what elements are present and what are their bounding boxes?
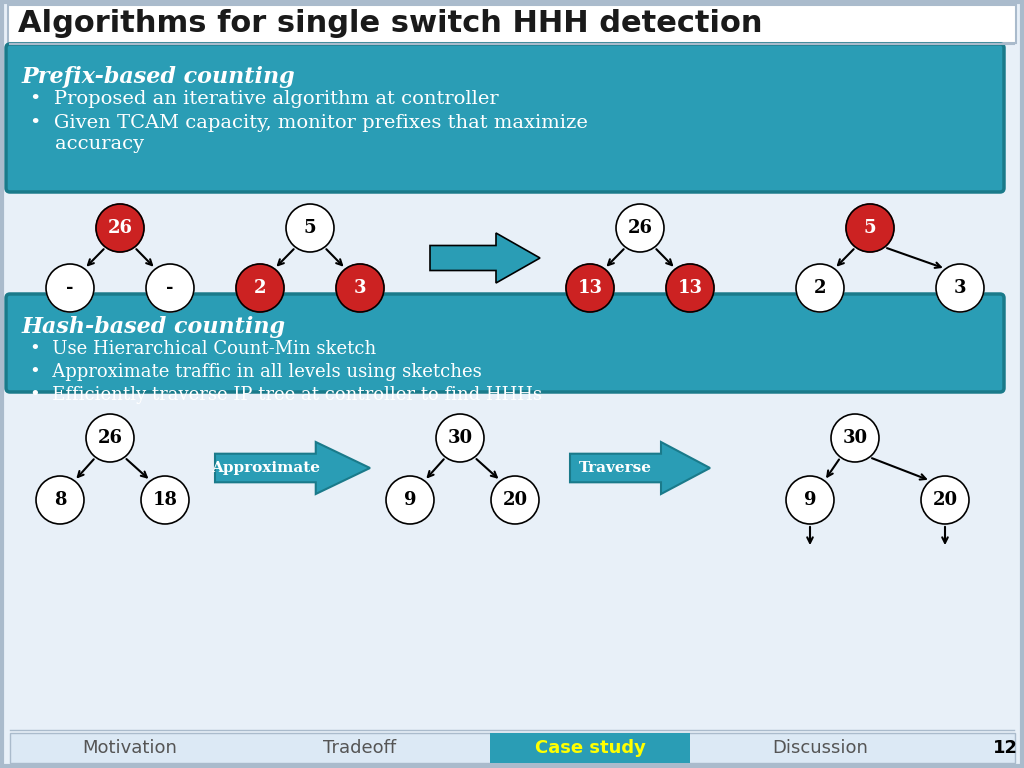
Text: -: - [67,279,74,297]
Text: Approximate: Approximate [211,461,319,475]
Text: 3: 3 [353,279,367,297]
Text: 2: 2 [254,279,266,297]
Circle shape [831,414,879,462]
Text: 5: 5 [863,219,877,237]
Text: Discussion: Discussion [772,739,868,757]
Circle shape [936,264,984,312]
Text: Case study: Case study [535,739,645,757]
Text: •  Proposed an iterative algorithm at controller: • Proposed an iterative algorithm at con… [30,90,499,108]
Text: Algorithms for single switch HHH detection: Algorithms for single switch HHH detecti… [18,9,763,38]
Text: 26: 26 [628,219,652,237]
FancyBboxPatch shape [6,44,1004,192]
Text: 26: 26 [97,429,123,447]
Text: 8: 8 [53,491,67,509]
Circle shape [141,476,189,524]
Polygon shape [215,442,370,494]
Text: •  Use Hierarchical Count-Min sketch: • Use Hierarchical Count-Min sketch [30,340,376,358]
Circle shape [236,264,284,312]
Circle shape [616,204,664,252]
Text: 20: 20 [503,491,527,509]
Text: Motivation: Motivation [83,739,177,757]
Circle shape [436,414,484,462]
Circle shape [796,264,844,312]
Text: 30: 30 [843,429,867,447]
Circle shape [490,476,539,524]
Text: 13: 13 [578,279,602,297]
Text: 12: 12 [992,739,1018,757]
Circle shape [286,204,334,252]
Circle shape [36,476,84,524]
Text: •  Given TCAM capacity, monitor prefixes that maximize
    accuracy: • Given TCAM capacity, monitor prefixes … [30,114,588,153]
Text: Tradeoff: Tradeoff [324,739,396,757]
Circle shape [146,264,194,312]
Circle shape [786,476,834,524]
Circle shape [921,476,969,524]
Circle shape [386,476,434,524]
Text: 30: 30 [447,429,472,447]
Circle shape [46,264,94,312]
Polygon shape [430,233,540,283]
Text: Traverse: Traverse [579,461,652,475]
Text: Prefix-based counting: Prefix-based counting [22,66,296,88]
Text: 20: 20 [933,491,957,509]
Circle shape [566,264,614,312]
Circle shape [86,414,134,462]
Text: 9: 9 [403,491,416,509]
Polygon shape [570,442,710,494]
Circle shape [336,264,384,312]
Text: 5: 5 [304,219,316,237]
FancyBboxPatch shape [10,733,1015,763]
FancyBboxPatch shape [490,733,690,763]
Text: 3: 3 [953,279,967,297]
Circle shape [96,204,144,252]
Text: 9: 9 [804,491,816,509]
Text: 26: 26 [108,219,132,237]
Text: -: - [166,279,174,297]
Circle shape [666,264,714,312]
Text: Hash-based counting: Hash-based counting [22,316,286,338]
Text: 2: 2 [814,279,826,297]
Text: •  Approximate traffic in all levels using sketches: • Approximate traffic in all levels usin… [30,363,481,381]
Circle shape [846,204,894,252]
FancyBboxPatch shape [6,294,1004,392]
Text: 13: 13 [678,279,702,297]
FancyBboxPatch shape [8,5,1016,43]
Text: 18: 18 [153,491,177,509]
Text: •  Efficiently traverse IP tree at controller to find HHHs: • Efficiently traverse IP tree at contro… [30,386,542,404]
